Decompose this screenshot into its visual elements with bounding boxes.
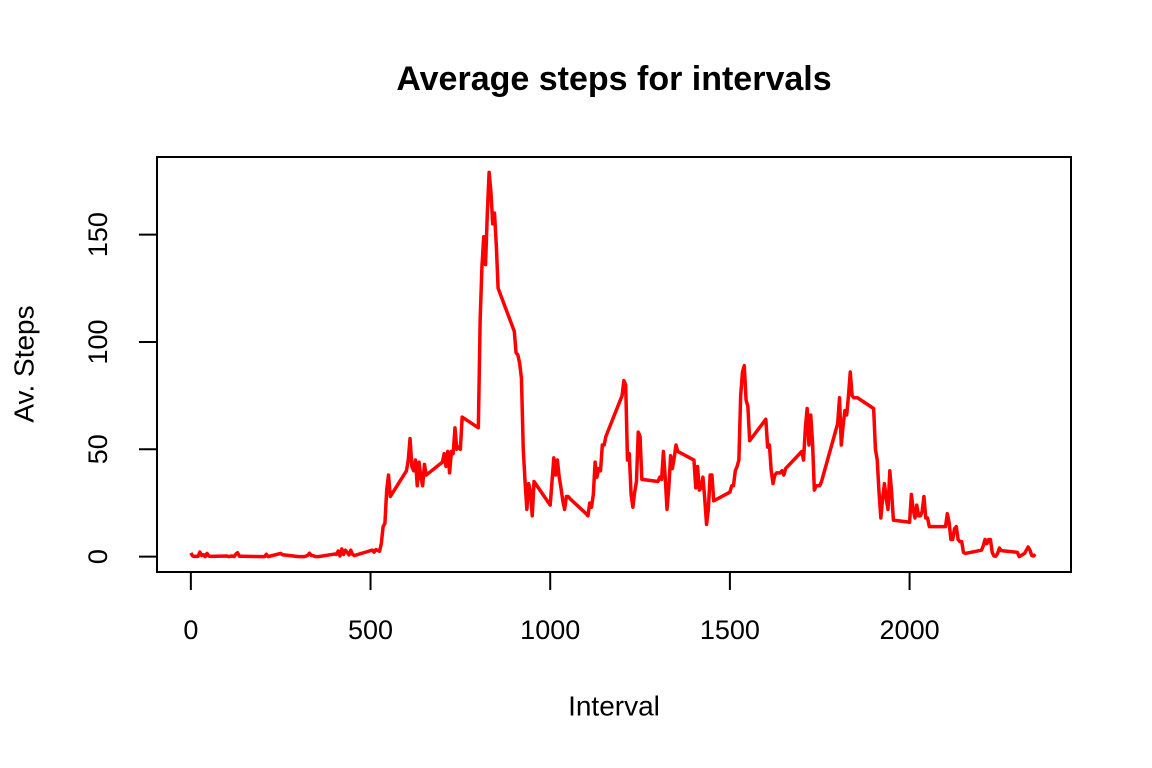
y-tick-label: 150 [83,212,113,257]
data-line [189,170,1037,559]
y-axis-label: Av. Steps [8,305,39,422]
chart-title: Average steps for intervals [396,60,831,98]
x-tick-label: 0 [183,615,198,645]
x-tick-label: 1000 [520,615,580,645]
x-tick-label: 2000 [880,615,940,645]
plot-frame [156,156,1072,573]
y-tick-label: 0 [83,549,113,564]
y-tick-label: 50 [83,434,113,464]
y-tick-label: 100 [83,319,113,364]
x-axis-label: Interval [568,690,660,721]
x-tick-label: 500 [348,615,393,645]
x-tick-label: 1500 [700,615,760,645]
